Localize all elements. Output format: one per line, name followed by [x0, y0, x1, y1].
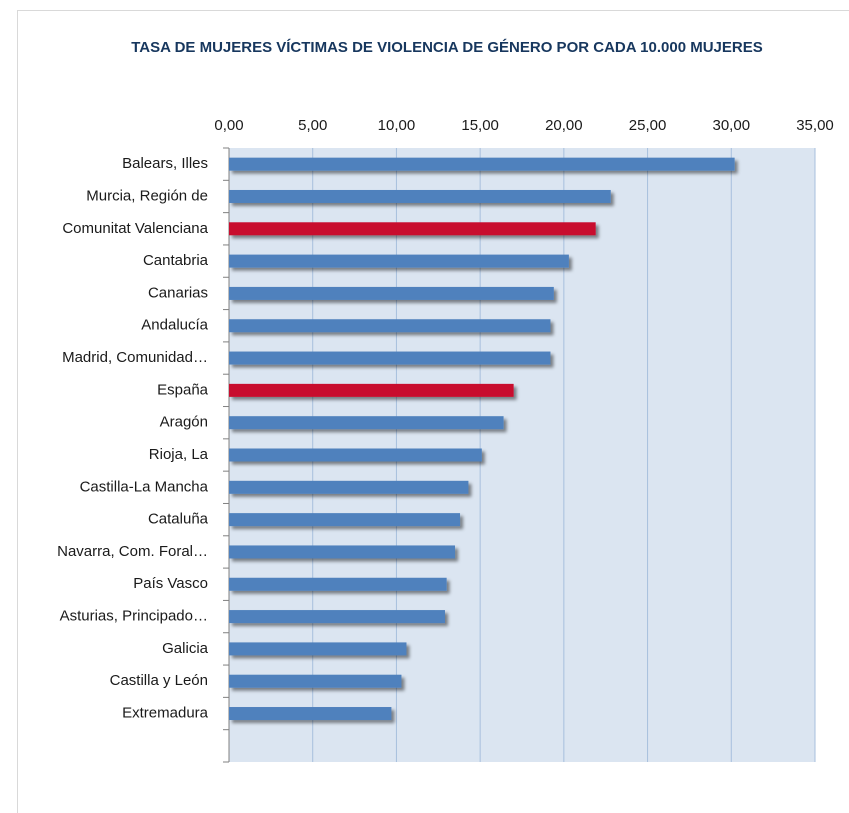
y-tick-label: Castilla y León — [110, 672, 208, 689]
bar — [229, 222, 596, 236]
y-tick-label: Rioja, La — [149, 446, 209, 463]
bar — [229, 577, 447, 591]
x-tick-label: 30,00 — [713, 117, 751, 134]
x-tick-label: 15,00 — [461, 117, 499, 134]
chart-title: TASA DE MUJERES VÍCTIMAS DE VIOLENCIA DE… — [131, 39, 763, 56]
bar — [229, 610, 445, 624]
y-tick-label: Canarias — [148, 284, 208, 301]
y-tick-label: Asturias, Principado… — [60, 608, 208, 625]
y-tick-label: Cantabria — [143, 252, 209, 269]
bar — [229, 351, 551, 365]
bar — [229, 416, 504, 430]
bar — [229, 674, 402, 688]
y-tick-label: Extremadura — [122, 704, 209, 721]
x-tick-label: 0,00 — [214, 117, 243, 134]
bar — [229, 513, 461, 527]
y-tick-label: Murcia, Región de — [86, 187, 208, 204]
x-tick-label: 5,00 — [298, 117, 327, 134]
x-tick-label: 10,00 — [378, 117, 416, 134]
y-tick-label: País Vasco — [133, 575, 208, 592]
bar — [229, 319, 551, 333]
y-tick-label: España — [157, 381, 209, 398]
bar — [229, 157, 735, 171]
y-tick-label: Aragón — [160, 414, 208, 431]
bar — [229, 254, 569, 268]
bar — [229, 286, 554, 300]
y-tick-label: Galicia — [162, 640, 209, 657]
y-tick-label: Madrid, Comunidad… — [62, 349, 208, 366]
bar — [229, 642, 407, 656]
y-tick-label: Comunitat Valenciana — [62, 220, 208, 237]
bar — [229, 707, 392, 721]
x-tick-label: 35,00 — [796, 117, 834, 134]
y-tick-label: Navarra, Com. Foral… — [57, 543, 208, 560]
y-tick-label: Balears, Illes — [122, 155, 208, 172]
y-tick-label: Castilla-La Mancha — [80, 478, 209, 495]
bar — [229, 545, 456, 559]
bar — [229, 480, 469, 494]
bar — [229, 189, 611, 203]
chart-border — [17, 10, 849, 813]
bar — [229, 448, 482, 462]
y-tick-label: Cataluña — [148, 511, 209, 528]
bar — [229, 383, 514, 397]
y-tick-label: Andalucía — [141, 317, 208, 334]
x-tick-label: 20,00 — [545, 117, 583, 134]
x-tick-label: 25,00 — [629, 117, 667, 134]
